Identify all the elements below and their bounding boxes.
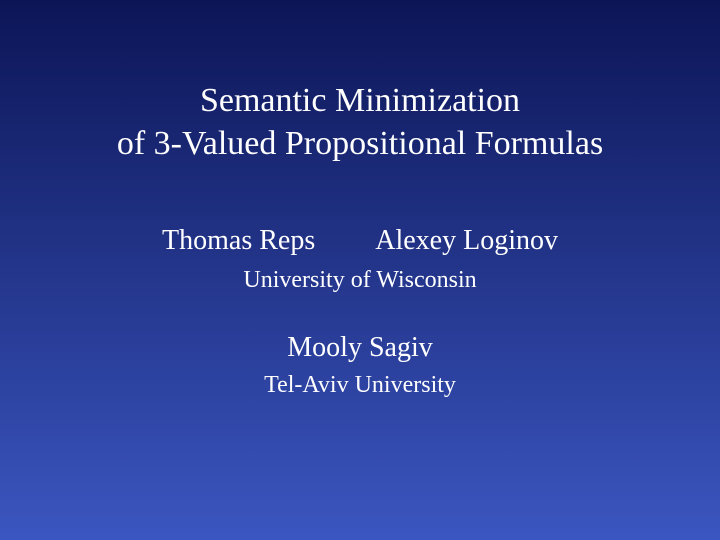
authors-block-1: Thomas Reps Alexey Loginov University of… [162,225,558,294]
author-name-3: Mooly Sagiv [264,332,456,364]
title-line-1: Semantic Minimization [117,80,603,123]
authors-line: Thomas Reps Alexey Loginov [162,225,558,257]
slide: Semantic Minimization of 3-Valued Propos… [0,0,720,540]
author-name-1: Thomas Reps [162,225,315,257]
authors-block-2: Mooly Sagiv Tel-Aviv University [264,332,456,399]
author-name-2: Alexey Loginov [375,225,558,257]
title-block: Semantic Minimization of 3-Valued Propos… [117,80,603,165]
title-line-2: of 3-Valued Propositional Formulas [117,123,603,166]
affiliation-1: University of Wisconsin [162,267,558,294]
affiliation-2: Tel-Aviv University [264,372,456,399]
